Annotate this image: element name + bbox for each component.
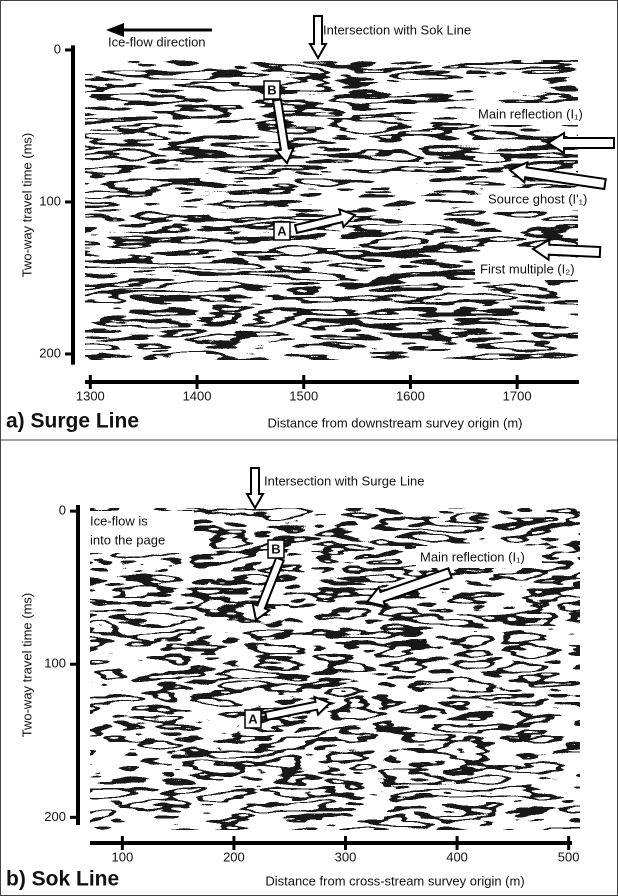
annotation-label: Intersection with Sok Line	[323, 22, 471, 37]
annotation-arrow	[508, 160, 607, 191]
label-bg	[86, 511, 194, 553]
annotation-label: Main reflection (I₁)	[420, 549, 525, 564]
y-tick-label: 100	[44, 656, 66, 671]
annotation-arrow	[365, 567, 453, 608]
y-tick-label: 200	[44, 809, 66, 824]
label-box	[244, 709, 262, 729]
x-tick-label: 1700	[503, 388, 532, 403]
x-tick-label: 300	[335, 849, 357, 864]
annotation-label: Ice-flow is	[90, 513, 148, 528]
annotation-label: B	[267, 82, 276, 97]
label-box	[267, 539, 285, 559]
annotation-label: Ice-flow direction	[108, 34, 206, 49]
y-tick-label: 0	[59, 503, 66, 518]
x-tick-label: 1600	[396, 388, 425, 403]
annotation-label: A	[277, 223, 287, 238]
x-tick-label: 1300	[76, 388, 105, 403]
x-tick-label: 1400	[183, 388, 212, 403]
y-tick-label: 0	[54, 41, 61, 56]
annotation-arrow	[264, 695, 332, 722]
annotation-label: B	[271, 541, 280, 556]
y-axis-label: Two-way travel time (ms)	[19, 133, 34, 277]
annotation-arrow	[251, 556, 286, 622]
annotation-arrow	[546, 131, 615, 155]
label-bg	[475, 258, 597, 280]
annotation-arrow	[308, 15, 328, 61]
annotation-label: Intersection with Surge Line	[264, 473, 424, 488]
flow-arrow-head	[106, 23, 124, 37]
y-axis-label: Two-way travel time (ms)	[19, 593, 34, 737]
annotation-arrow	[271, 98, 296, 165]
annotation-arrow	[531, 237, 602, 262]
panel-title: b) Sok Line	[6, 868, 119, 891]
annotation-label: A	[248, 711, 258, 726]
x-tick-label: 100	[112, 849, 134, 864]
annotation-label: Main reflection (I₁)	[478, 106, 583, 121]
label-box	[273, 221, 291, 241]
label-bg	[483, 188, 605, 210]
x-tick-label: 1500	[289, 388, 318, 403]
annotation-arrow	[245, 467, 265, 511]
x-axis-label: Distance from downstream survey origin (…	[267, 415, 522, 430]
y-tick-label: 200	[39, 345, 61, 360]
annotation-label: First multiple (I₂)	[480, 261, 575, 276]
x-tick-label: 500	[558, 849, 580, 864]
x-tick-label: 200	[223, 849, 245, 864]
x-tick-label: 400	[446, 849, 468, 864]
y-tick-label: 100	[39, 193, 61, 208]
x-axis-label: Distance from cross-stream survey origin…	[265, 873, 524, 888]
label-bg	[416, 546, 542, 568]
panel-title: a) Surge Line	[6, 410, 139, 433]
annotation-label: into the page	[90, 532, 165, 547]
annotation-label: Source ghost (I'₁)	[488, 191, 587, 206]
label-bg	[474, 103, 600, 125]
annotation-arrow	[293, 207, 357, 235]
label-box	[263, 80, 281, 100]
